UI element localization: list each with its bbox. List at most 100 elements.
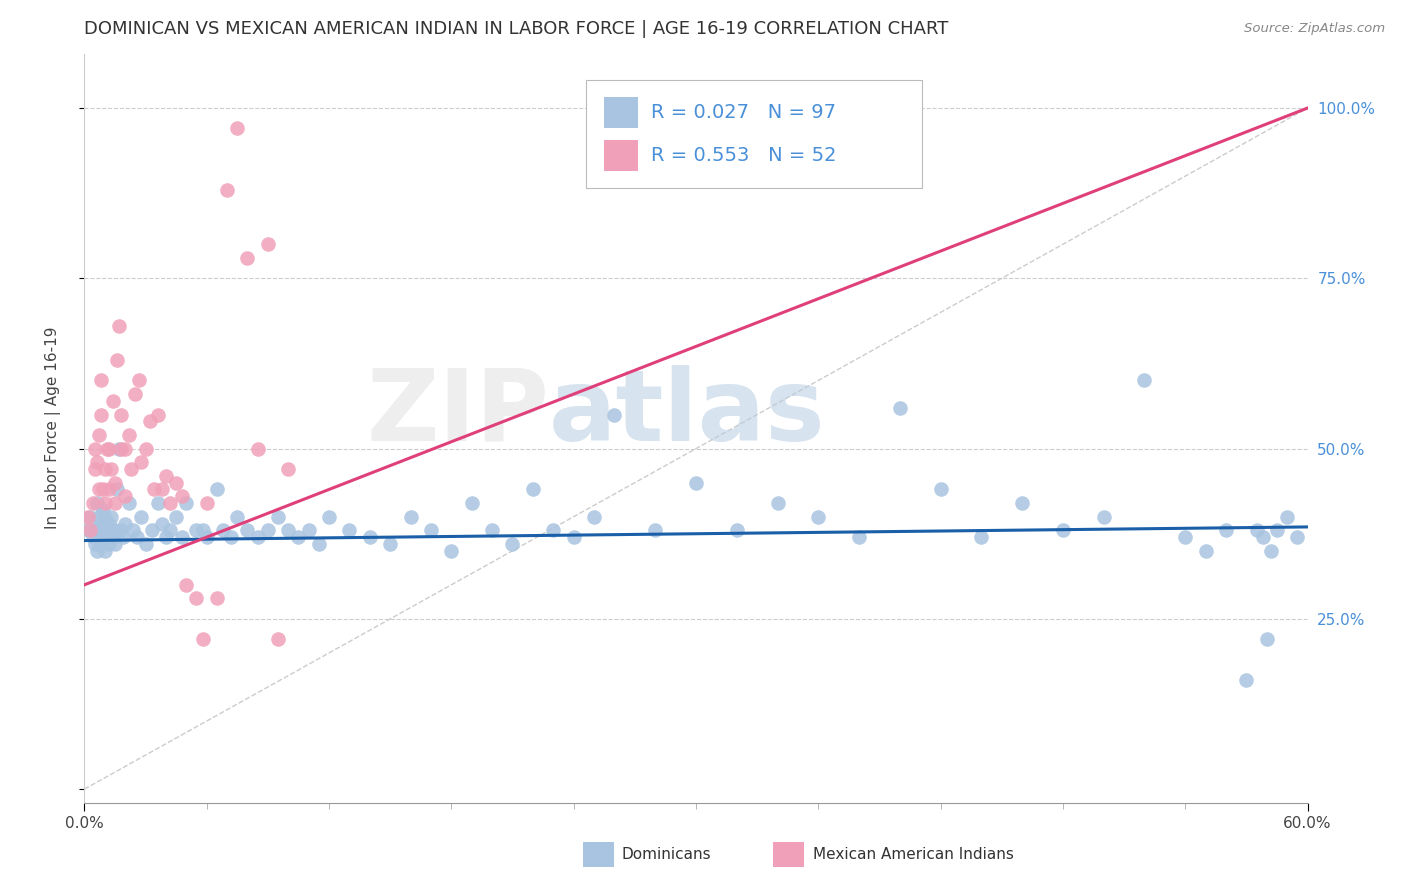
Point — [114, 516, 136, 531]
Point — [105, 353, 128, 368]
Point — [217, 183, 239, 197]
Point — [205, 591, 228, 606]
Point — [267, 632, 290, 647]
Point — [97, 442, 120, 456]
Point — [91, 530, 114, 544]
Point — [114, 442, 136, 456]
Point — [543, 524, 565, 538]
Point — [246, 442, 269, 456]
Point — [186, 524, 208, 538]
Point — [685, 475, 707, 490]
Point — [90, 537, 112, 551]
Point — [108, 442, 131, 456]
Point — [90, 516, 112, 531]
Point — [100, 524, 122, 538]
Point — [1236, 673, 1258, 688]
Point — [1265, 524, 1288, 538]
Point — [174, 578, 197, 592]
Point — [135, 537, 157, 551]
Point — [79, 509, 101, 524]
Point — [603, 408, 626, 422]
Point — [124, 387, 146, 401]
Point — [101, 530, 124, 544]
Point — [82, 496, 104, 510]
Point — [481, 524, 503, 538]
Point — [120, 462, 142, 476]
Text: Source: ZipAtlas.com: Source: ZipAtlas.com — [1244, 22, 1385, 36]
Point — [1092, 509, 1115, 524]
Point — [83, 524, 105, 538]
Point — [165, 509, 187, 524]
Point — [93, 496, 115, 510]
Point — [90, 408, 112, 422]
Point — [807, 509, 830, 524]
Text: DOMINICAN VS MEXICAN AMERICAN INDIAN IN LABOR FORCE | AGE 16-19 CORRELATION CHAR: DOMINICAN VS MEXICAN AMERICAN INDIAN IN … — [84, 21, 949, 38]
Point — [420, 524, 443, 538]
Point — [82, 530, 104, 544]
Point — [83, 537, 105, 551]
Point — [138, 414, 160, 428]
Point — [380, 537, 402, 551]
Point — [644, 524, 666, 538]
Point — [236, 524, 259, 538]
Point — [522, 483, 544, 497]
Point — [110, 442, 132, 456]
Point — [104, 524, 127, 538]
Text: Mexican American Indians: Mexican American Indians — [813, 847, 1014, 862]
Point — [191, 632, 214, 647]
Point — [359, 530, 381, 544]
Point — [219, 530, 242, 544]
Point — [1251, 530, 1274, 544]
Point — [298, 524, 321, 538]
Point — [318, 509, 340, 524]
Point — [191, 524, 214, 538]
Point — [205, 483, 228, 497]
Point — [440, 543, 463, 558]
Point — [150, 483, 173, 497]
Point — [257, 237, 280, 252]
Text: ZIP: ZIP — [367, 365, 550, 462]
Point — [93, 543, 115, 558]
Point — [1260, 543, 1282, 558]
Point — [174, 496, 197, 510]
Point — [970, 530, 993, 544]
Point — [83, 462, 105, 476]
Point — [108, 318, 131, 333]
Point — [146, 408, 169, 422]
Point — [122, 524, 145, 538]
Point — [766, 496, 789, 510]
Point — [104, 475, 127, 490]
Point — [848, 530, 870, 544]
Point — [339, 524, 361, 538]
Point — [212, 524, 235, 538]
Point — [87, 509, 110, 524]
Point — [929, 483, 952, 497]
Point — [86, 543, 108, 558]
Point — [172, 530, 194, 544]
Point — [1215, 524, 1237, 538]
Point — [1195, 543, 1218, 558]
Point — [725, 524, 748, 538]
Point — [308, 537, 330, 551]
Point — [159, 496, 181, 510]
Point — [96, 524, 118, 538]
Point — [889, 401, 911, 415]
Point — [131, 455, 153, 469]
Point — [97, 483, 120, 497]
Point — [226, 121, 249, 136]
Point — [97, 537, 120, 551]
Point — [77, 509, 100, 524]
Point — [105, 483, 128, 497]
Point — [146, 496, 169, 510]
FancyBboxPatch shape — [586, 79, 922, 188]
Point — [277, 524, 299, 538]
Point — [1133, 374, 1156, 388]
Point — [172, 489, 194, 503]
Point — [91, 503, 114, 517]
Point — [97, 516, 120, 531]
Text: R = 0.553   N = 52: R = 0.553 N = 52 — [651, 146, 837, 165]
Point — [100, 509, 122, 524]
Point — [461, 496, 484, 510]
Point — [131, 509, 153, 524]
Text: R = 0.027   N = 97: R = 0.027 N = 97 — [651, 103, 835, 122]
